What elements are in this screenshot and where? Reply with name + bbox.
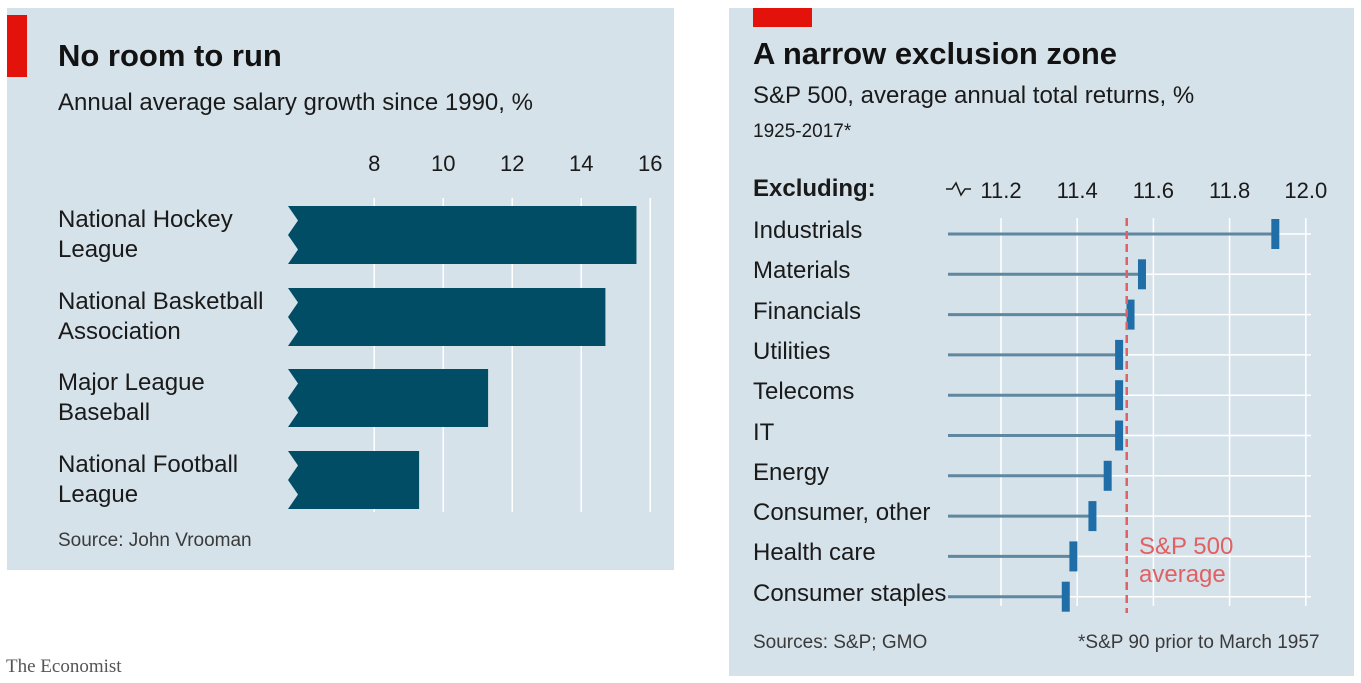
average-label: S&P 500 average xyxy=(1139,533,1233,589)
category-label-industrials: Industrials xyxy=(753,217,863,244)
left-chart-source: Source: John Vrooman xyxy=(58,530,252,551)
xtick-label-11-8: 11.8 xyxy=(1209,178,1251,203)
category-label-major-league-baseball: Major League Baseball xyxy=(58,368,205,428)
axis-break-icon xyxy=(946,181,971,197)
category-label-national-hockey-league: National Hockey League xyxy=(58,205,233,265)
marker-it xyxy=(1115,420,1124,451)
bar-national-hockey-league xyxy=(288,206,637,264)
right-chart-period: 1925-2017* xyxy=(753,121,852,142)
category-label-national-basketball-association: National Basketball Association xyxy=(58,287,263,347)
category-label-health-care: Health care xyxy=(753,539,876,567)
category-label-line: Association xyxy=(58,318,181,345)
xtick-label-11-4: 11.4 xyxy=(1056,178,1098,203)
xtick-label-14: 14 xyxy=(569,151,594,176)
category-label-line: Major League xyxy=(58,369,205,396)
right-chart-subtitle: S&P 500, average annual total returns, % xyxy=(753,82,1195,109)
right-chart-sources: Sources: S&P; GMO xyxy=(753,632,928,653)
category-label-line: National Basketball xyxy=(58,288,264,315)
row-header: Excluding: xyxy=(753,175,876,202)
right-chart-plot xyxy=(946,181,1311,613)
category-label-telecoms: Telecoms xyxy=(753,378,855,406)
category-label-utilities: Utilities xyxy=(753,337,831,365)
bar-national-basketball-association xyxy=(288,288,606,346)
bar-major-league-baseball xyxy=(288,369,489,427)
marker-energy xyxy=(1103,460,1112,491)
category-label-consumer-staples: Consumer staples xyxy=(753,579,947,607)
left-chart-panel: No room to run Annual average salary gro… xyxy=(7,8,674,570)
category-label-it: IT xyxy=(753,418,775,446)
accent-tag xyxy=(7,15,27,77)
average-label-line1: S&P 500 xyxy=(1139,533,1234,560)
marker-telecoms xyxy=(1115,380,1124,411)
right-chart-title: A narrow exclusion zone xyxy=(753,36,1118,71)
xtick-label-16: 16 xyxy=(638,151,663,176)
xtick-label-12: 12 xyxy=(500,151,525,176)
category-label-line: Baseball xyxy=(58,399,151,426)
category-label-line: League xyxy=(58,236,139,263)
bar-national-football-league xyxy=(288,451,420,509)
average-label-line2: average xyxy=(1139,561,1226,588)
marker-consumer-staples xyxy=(1061,581,1070,612)
right-chart-footnote: *S&P 90 prior to March 1957 xyxy=(1078,632,1320,653)
left-chart-subtitle: Annual average salary growth since 1990,… xyxy=(58,89,533,116)
category-label-financials: Financials xyxy=(753,297,862,325)
publisher-logo: The Economist xyxy=(6,656,122,677)
category-label-national-football-league: National Football League xyxy=(58,450,238,510)
left-chart-plot xyxy=(288,198,651,512)
xtick-label-11-2: 11.2 xyxy=(980,178,1022,203)
xtick-label-10: 10 xyxy=(431,151,456,176)
xtick-label-8: 8 xyxy=(368,151,381,176)
marker-materials xyxy=(1137,259,1146,290)
right-chart-panel: A narrow exclusion zone S&P 500, average… xyxy=(729,8,1354,676)
marker-financials xyxy=(1126,299,1135,330)
xtick-label-11-6: 11.6 xyxy=(1132,178,1174,203)
category-label-consumer-other: Consumer, other xyxy=(753,499,931,527)
category-label-line: League xyxy=(58,481,139,508)
category-label-materials: Materials xyxy=(753,257,851,285)
marker-health-care xyxy=(1069,541,1078,572)
left-chart-title: No room to run xyxy=(58,38,282,73)
accent-tag xyxy=(753,8,812,27)
marker-consumer-other xyxy=(1088,501,1097,532)
category-label-line: National Hockey xyxy=(58,206,233,233)
xtick-label-12-0: 12.0 xyxy=(1284,178,1328,203)
category-label-energy: Energy xyxy=(753,458,830,486)
marker-industrials xyxy=(1271,219,1280,249)
category-label-line: National Football xyxy=(58,451,239,478)
marker-utilities xyxy=(1115,339,1124,370)
